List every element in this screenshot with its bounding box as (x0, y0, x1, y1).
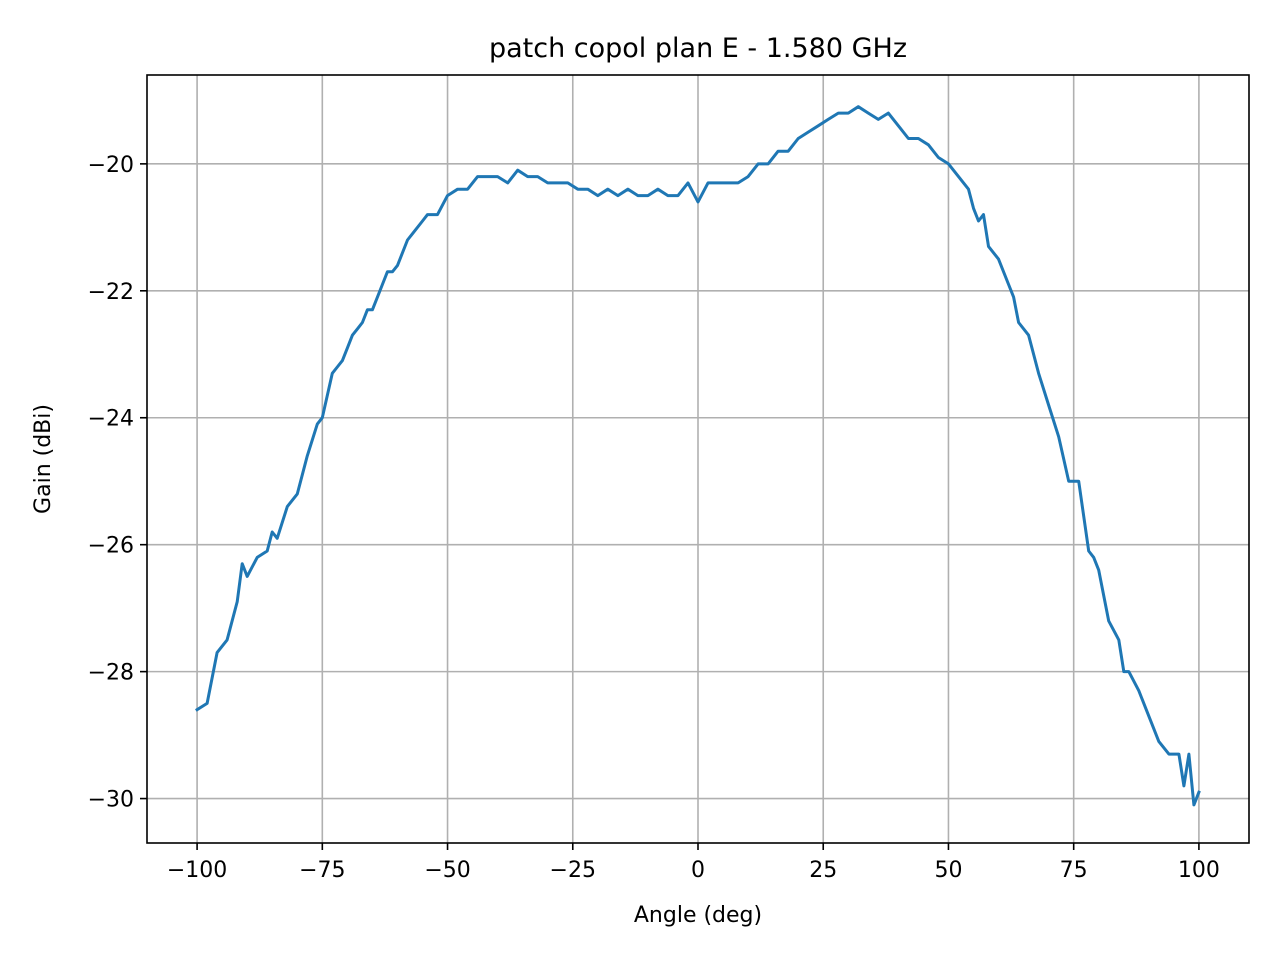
series-layer (195, 105, 1201, 807)
y-axis-label: Gain (dBi) (31, 404, 56, 514)
x-tick-label: −100 (167, 858, 227, 883)
y-tick-label: −28 (88, 661, 134, 686)
y-tick-label: −22 (88, 280, 134, 305)
chart-title: patch copol plan E - 1.580 GHz (489, 33, 907, 64)
plot-frame (146, 74, 1250, 844)
grid-lines (147, 75, 1249, 843)
y-tick-label: −20 (88, 153, 134, 178)
x-tick-label: 0 (691, 858, 705, 883)
y-tick-label: −24 (88, 407, 134, 432)
x-tick-label: −75 (299, 858, 345, 883)
series-line (195, 105, 1201, 807)
x-tick-label: −50 (424, 858, 470, 883)
x-tick-label: 100 (1178, 858, 1220, 883)
x-tick-label: −25 (550, 858, 596, 883)
x-tick-label: 25 (809, 858, 837, 883)
x-tick-label: 75 (1060, 858, 1088, 883)
axis-ticks: −100 −75 −50 −25 0 25 50 75 100 −30 −28 −26 −24 −22 −2… (88, 153, 1220, 883)
y-tick-label: −26 (88, 534, 134, 559)
y-tick-label: −30 (88, 788, 134, 813)
x-axis-label: Angle (deg) (634, 903, 762, 928)
x-tick-label: 50 (934, 858, 962, 883)
